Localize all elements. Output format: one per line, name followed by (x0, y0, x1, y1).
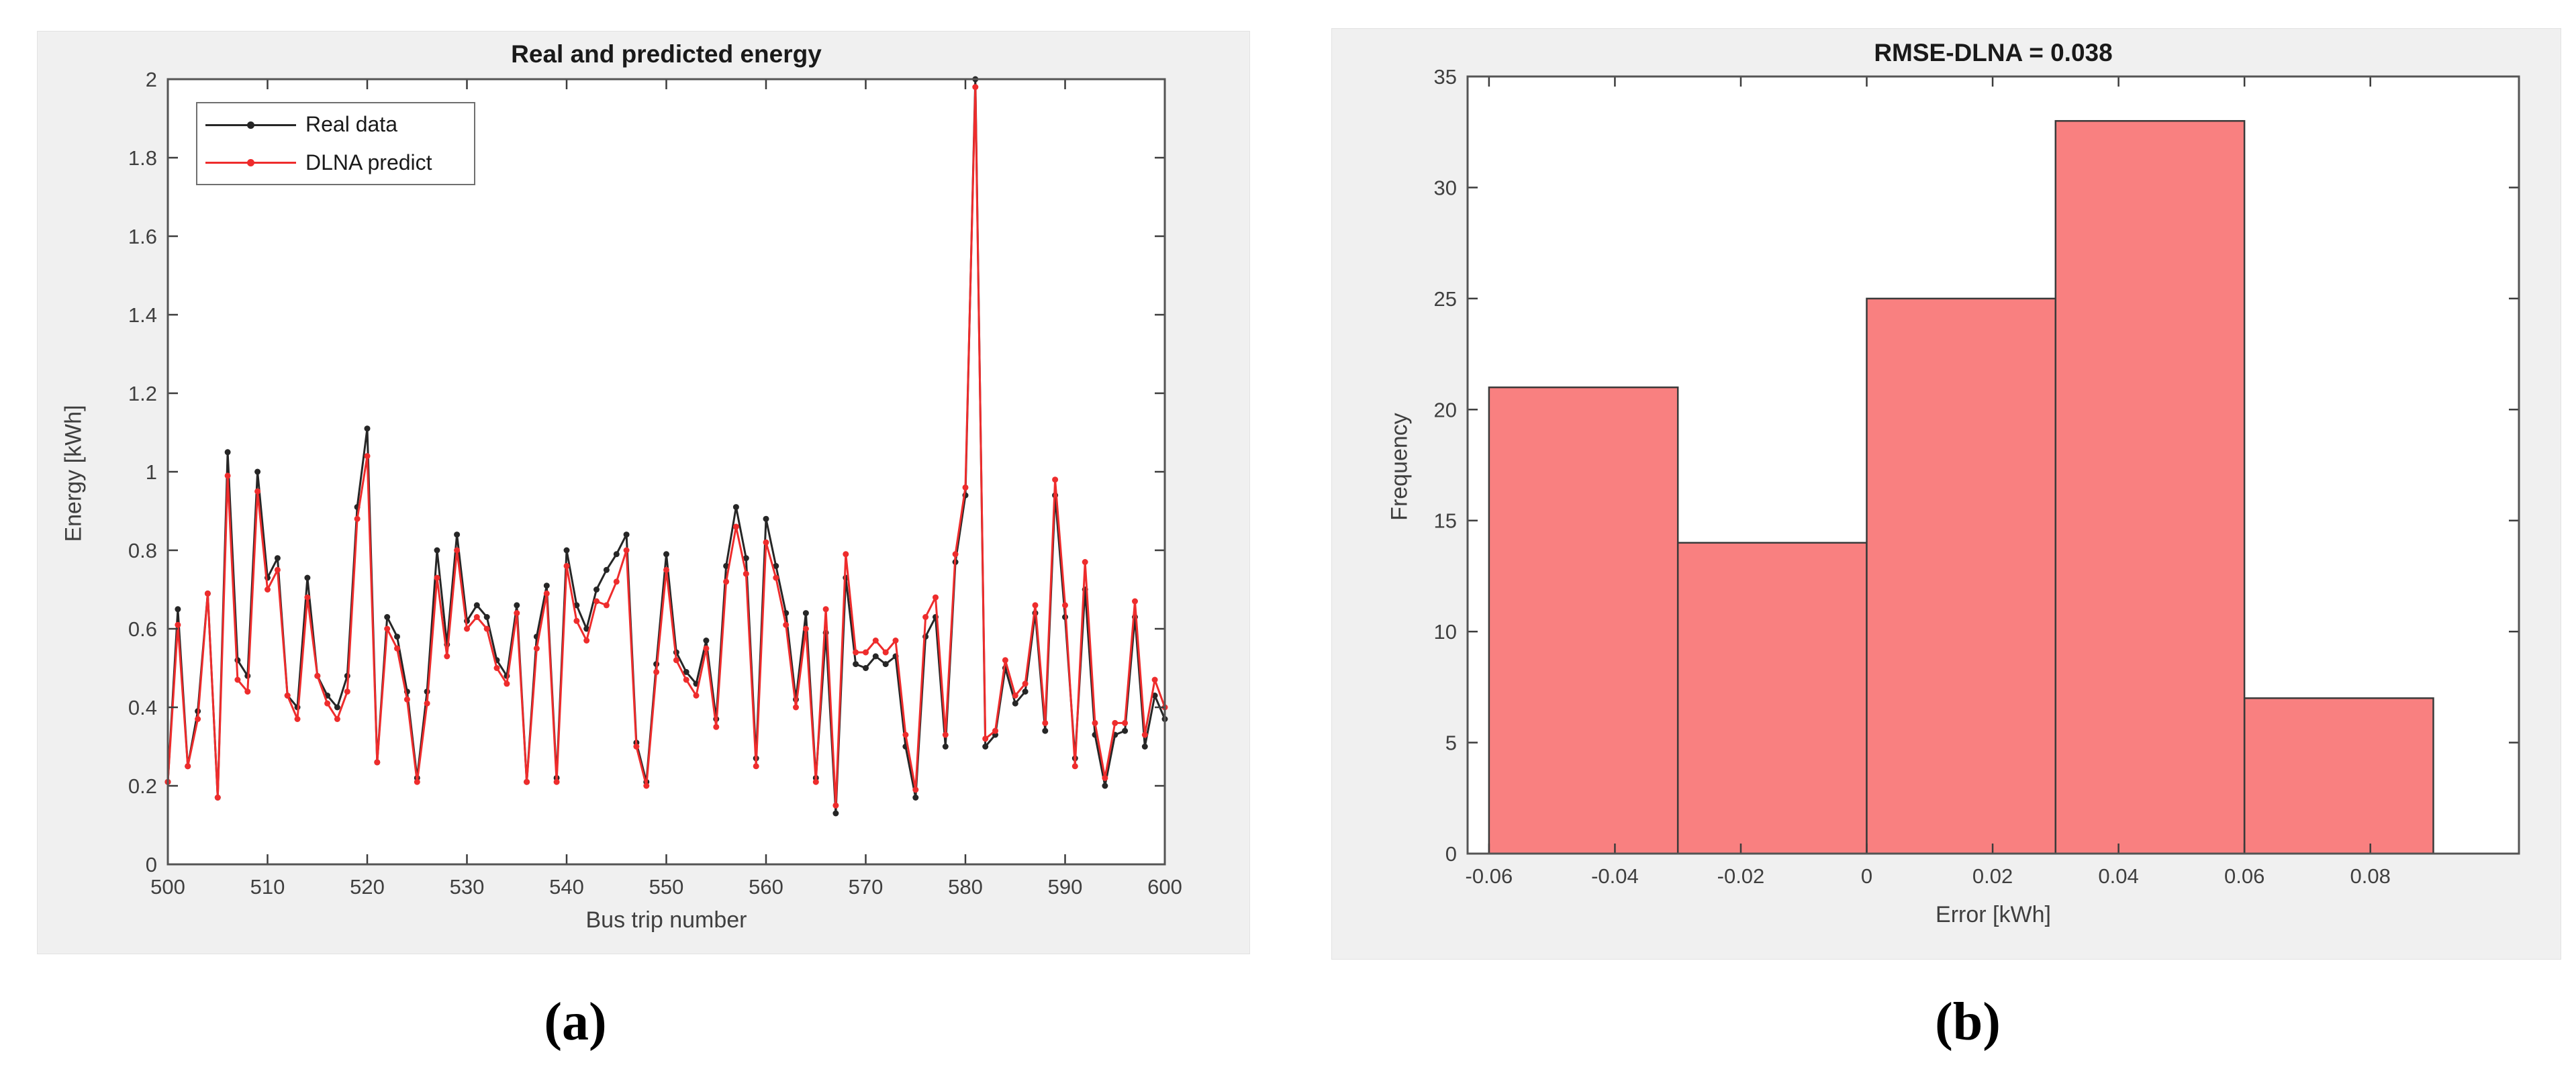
chart-b-title: RMSE-DLNA = 0.038 (1874, 39, 2113, 66)
subfigure-b-caption: (b) (1935, 993, 2001, 1052)
legend-entry-real-data: Real data (197, 108, 474, 142)
chart-a-title: Real and predicted energy (511, 40, 822, 68)
dlna-predict-line-marker-icon (205, 158, 296, 167)
chart-a-yaxis-label: Energy [kWh] (60, 405, 87, 542)
legend-label-real-data: Real data (305, 112, 397, 137)
chart-a-legend: Real data DLNA predict (196, 102, 475, 185)
chart-a-xaxis-label: Bus trip number (585, 907, 747, 933)
chart-b-yaxis-label: Frequency (1386, 413, 1413, 521)
real-data-line-marker-icon (205, 121, 296, 129)
legend-label-dlna-predict: DLNA predict (305, 150, 432, 174)
figure-b-panel (1331, 28, 2561, 960)
legend-entry-dlna-predict: DLNA predict (197, 146, 474, 179)
chart-b-xaxis-label: Error [kWh] (1936, 902, 2051, 927)
subfigure-a-caption: (a) (544, 993, 607, 1052)
